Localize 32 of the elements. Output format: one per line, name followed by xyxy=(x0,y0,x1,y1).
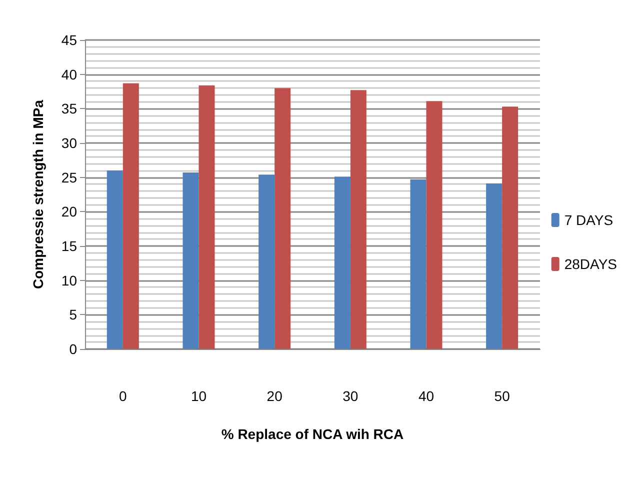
x-axis-title: % Replace of NCA wih RCA xyxy=(221,426,404,442)
x-tick-label: 50 xyxy=(494,388,510,404)
legend-label: 28DAYS xyxy=(564,256,618,272)
bar xyxy=(274,88,291,349)
y-tick-label: 20 xyxy=(61,204,78,220)
bar xyxy=(486,184,502,349)
bar xyxy=(426,101,442,349)
y-tick-label: 10 xyxy=(61,272,78,288)
bar xyxy=(350,90,366,349)
bar xyxy=(182,172,199,349)
x-tick-label: 0 xyxy=(119,388,128,404)
y-tick-label: 25 xyxy=(61,169,78,186)
y-tick-label: 15 xyxy=(61,238,78,254)
y-tick-label: 45 xyxy=(61,32,78,48)
y-tick-label: 35 xyxy=(61,100,78,117)
x-tick-label: 10 xyxy=(190,388,207,404)
y-axis-title: Compressie strength in MPa xyxy=(30,100,46,290)
bar xyxy=(122,83,139,349)
x-tick-label: 40 xyxy=(418,388,434,404)
y-tick-label: 0 xyxy=(69,341,78,357)
bar xyxy=(198,85,215,349)
bar xyxy=(334,176,350,349)
legend-label: 7 DAYS xyxy=(564,212,614,228)
y-tick-label: 30 xyxy=(61,135,78,151)
bar xyxy=(106,170,123,349)
x-tick-label: 20 xyxy=(266,388,283,404)
bar xyxy=(258,174,275,349)
bar xyxy=(410,179,426,349)
bar xyxy=(502,106,518,349)
y-tick-label: 5 xyxy=(69,306,78,323)
y-tick-label: 40 xyxy=(61,66,78,82)
x-tick-label: 30 xyxy=(342,388,358,404)
